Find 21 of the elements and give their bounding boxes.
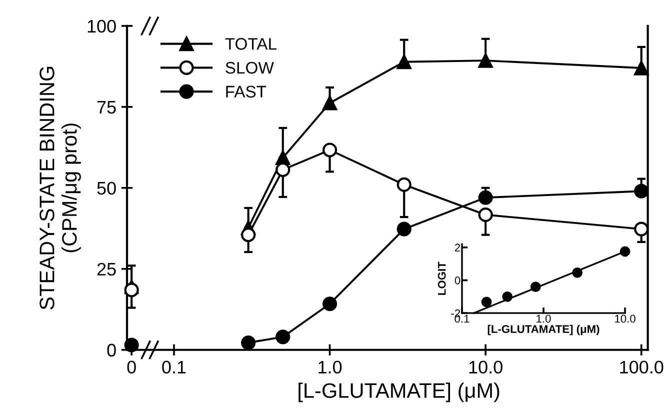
y-tick-label: 50	[97, 182, 116, 195]
x-tick-label: 10.0	[469, 360, 502, 374]
x-axis-title: [L-GLUTAMATE] (μM)	[298, 382, 500, 402]
x-tick-label: 1.0	[318, 360, 342, 374]
y-tick-label: 0	[454, 276, 460, 284]
legend-label: FAST	[226, 86, 266, 98]
y-tick-label: 75	[97, 101, 116, 114]
legend-label: TOTAL	[225, 38, 276, 50]
x-tick-label: 10.0	[615, 314, 636, 323]
legend-label: SLOW	[226, 62, 274, 74]
y-tick-label: 2	[454, 244, 460, 252]
x-axis-title: [L-GLUTAMATE] (μM)	[488, 324, 600, 336]
x-tick-label: 0	[127, 360, 136, 374]
y-tick-label: 0	[107, 344, 116, 357]
y-tick-label: 25	[97, 262, 116, 276]
x-tick-label: 100.0	[620, 360, 664, 374]
x-tick-label: 1.0	[536, 314, 551, 323]
x-tick-label: 0.1	[162, 360, 186, 374]
y-axis-title: LOGIT	[438, 262, 446, 295]
y-axis-title: STEADY-STATE BINDING (CPM/μg prot)	[40, 66, 81, 310]
y-tick-label: 100	[88, 20, 116, 33]
